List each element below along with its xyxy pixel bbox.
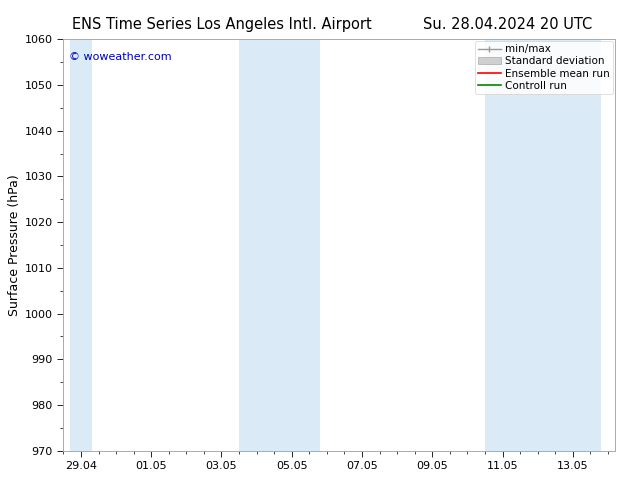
Y-axis label: Surface Pressure (hPa): Surface Pressure (hPa) bbox=[8, 174, 21, 316]
Bar bbox=[485, 39, 601, 451]
Text: © woweather.com: © woweather.com bbox=[69, 51, 172, 62]
Text: ENS Time Series Los Angeles Intl. Airport: ENS Time Series Los Angeles Intl. Airpor… bbox=[72, 17, 372, 32]
Text: Su. 28.04.2024 20 UTC: Su. 28.04.2024 20 UTC bbox=[423, 17, 592, 32]
Bar bbox=[239, 39, 320, 451]
Legend: min/max, Standard deviation, Ensemble mean run, Controll run: min/max, Standard deviation, Ensemble me… bbox=[475, 41, 613, 94]
Bar bbox=[70, 39, 91, 451]
